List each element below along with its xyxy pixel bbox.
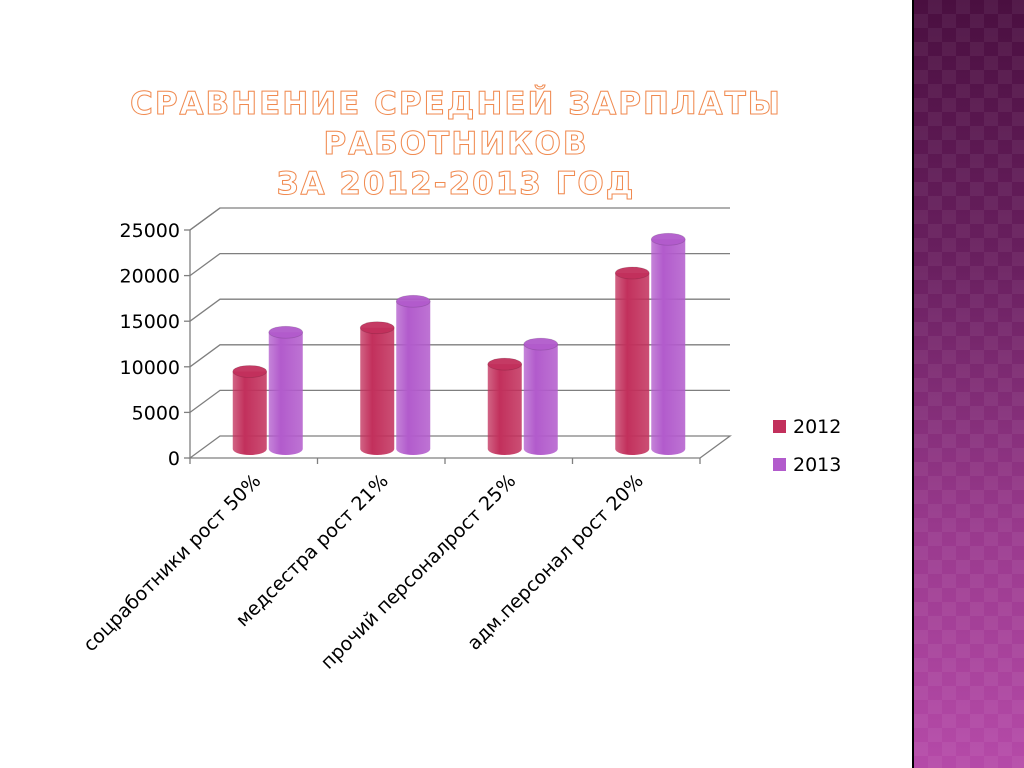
bar-top [268, 325, 304, 339]
y-tick-label: 20000 [120, 266, 180, 288]
gridline [189, 389, 730, 413]
legend-label: 2013 [793, 454, 841, 476]
bar-body [523, 344, 558, 455]
bar-top [232, 365, 268, 378]
bar-top [523, 337, 559, 351]
bar-body [615, 272, 650, 455]
bar-body [360, 327, 395, 455]
legend-swatch [773, 458, 786, 471]
y-tick-label: 0 [168, 448, 180, 470]
decorative-side-panel [912, 0, 1024, 768]
bar-0-0 [232, 365, 268, 455]
bar-top [359, 321, 395, 335]
gridline [189, 207, 730, 231]
x-category-label: соцработники рост 50% [79, 470, 265, 656]
bar-3-1 [650, 232, 686, 455]
y-tick-label: 25000 [120, 220, 180, 242]
y-tick-label: 15000 [120, 311, 180, 333]
bar-1-1 [395, 294, 431, 455]
bar-body [232, 371, 267, 455]
slide-title: СРАВНЕНИЕ СРЕДНЕЙ ЗАРПЛАТЫ РАБОТНИКОВ ЗА… [0, 84, 912, 204]
floor [188, 435, 732, 459]
title-line-2: ЗА 2012-2013 ГОД [276, 166, 636, 203]
gridline [189, 298, 730, 322]
bar-body [651, 239, 686, 455]
chart-bars [232, 232, 686, 455]
panel-texture [914, 0, 1024, 768]
gridline [189, 344, 730, 368]
y-tick-label: 10000 [120, 357, 180, 379]
y-axis-ticks: 0 5000 10000 15000 20000 25000 [120, 220, 190, 470]
legend-swatch [773, 420, 786, 433]
bar-top [395, 294, 431, 308]
bar-chart: 0 5000 10000 15000 20000 25000 соцработники р… [79, 207, 841, 674]
bar-top [650, 232, 686, 246]
bar-top [487, 357, 523, 371]
bar-body [268, 332, 303, 455]
legend-label: 2012 [793, 416, 841, 438]
chart-gridlines [189, 207, 730, 413]
bar-top [614, 266, 650, 280]
bar-1-0 [359, 321, 395, 455]
bar-3-0 [614, 266, 650, 455]
bar-0-1 [268, 325, 304, 455]
y-tick-label: 5000 [132, 402, 180, 424]
bar-2-1 [523, 337, 559, 455]
bar-2-0 [487, 357, 523, 455]
gridline [189, 252, 730, 277]
left-wall [189, 207, 221, 458]
bar-body [396, 301, 431, 455]
title-line-1: СРАВНЕНИЕ СРЕДНЕЙ ЗАРПЛАТЫ РАБОТНИКОВ [130, 86, 782, 163]
chart-legend: 2012 2013 [773, 416, 841, 476]
x-axis-labels: соцработники рост 50%медсестра рост 21%п… [79, 458, 701, 674]
bar-body [487, 364, 522, 455]
